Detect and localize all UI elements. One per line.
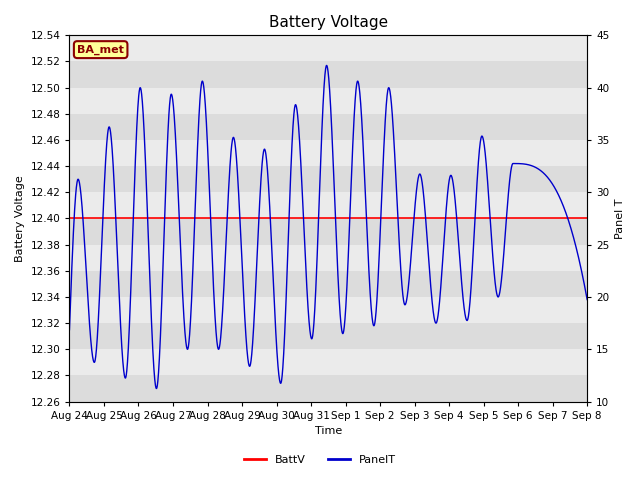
Bar: [70, 375, 587, 402]
Bar: [70, 140, 587, 166]
Bar: [70, 245, 587, 271]
Bar: [70, 88, 587, 114]
Bar: [70, 166, 587, 192]
Legend: BattV, PanelT: BattV, PanelT: [239, 451, 401, 469]
Bar: [70, 349, 587, 375]
Text: BA_met: BA_met: [77, 45, 124, 55]
Bar: [70, 271, 587, 297]
Bar: [70, 192, 587, 218]
X-axis label: Time: Time: [315, 426, 342, 436]
Bar: [70, 218, 587, 245]
Bar: [70, 36, 587, 61]
Bar: [70, 61, 587, 88]
Y-axis label: Battery Voltage: Battery Voltage: [15, 175, 25, 262]
Bar: [70, 297, 587, 323]
Title: Battery Voltage: Battery Voltage: [269, 15, 388, 30]
Y-axis label: Panel T: Panel T: [615, 198, 625, 239]
Bar: [70, 323, 587, 349]
Bar: [70, 114, 587, 140]
